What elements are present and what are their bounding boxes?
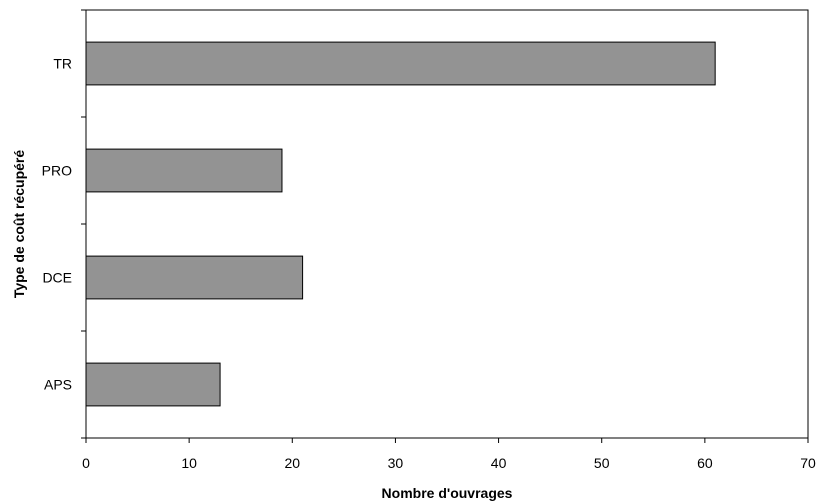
bar-tr [85,41,716,86]
x-tick-label: 50 [594,455,610,471]
y-ticks-group: APS DCE PRO TR [42,9,86,439]
y-tick-label-pro: PRO [42,163,72,179]
x-tick-label: 70 [800,455,816,471]
y-tick-label-aps: APS [44,377,72,393]
x-tick-label: 30 [388,455,404,471]
bar-pro [85,148,283,193]
x-tick-label: 0 [82,455,90,471]
x-tick-label: 10 [181,455,197,471]
bars-group [85,41,716,407]
x-tick-label: 40 [491,455,507,471]
bar-aps [85,362,221,407]
x-ticks-group: 0 10 20 30 40 50 60 70 [82,438,816,471]
y-axis-title: Type de coût récupéré [11,150,27,299]
bar-dce [85,255,304,300]
x-axis-title: Nombre d'ouvrages [382,485,513,501]
x-tick-label: 20 [284,455,300,471]
y-tick-label-tr: TR [53,56,72,72]
x-tick-label: 60 [697,455,713,471]
y-tick-label-dce: DCE [42,270,72,286]
